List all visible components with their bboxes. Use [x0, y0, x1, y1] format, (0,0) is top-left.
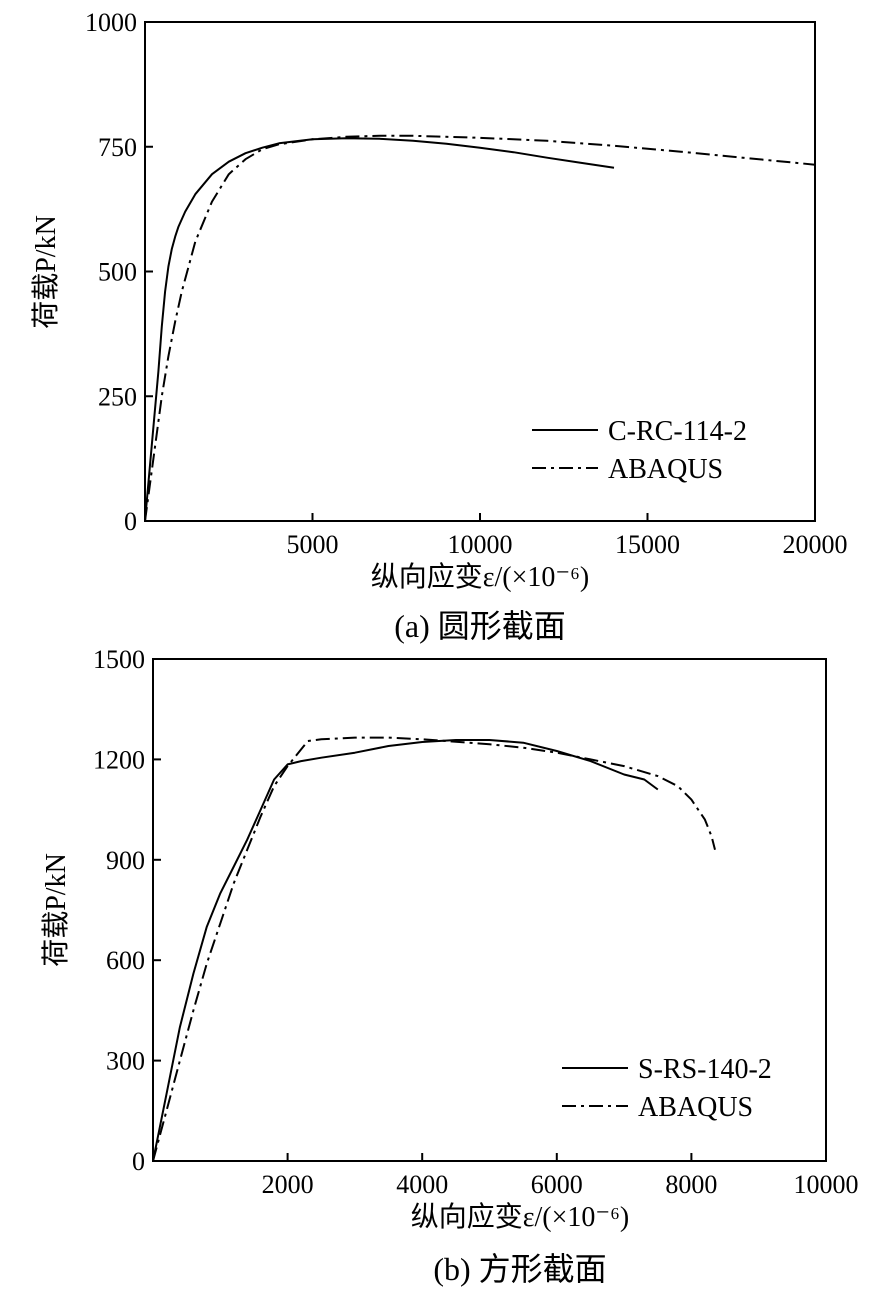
- chart-b-series-abaqus-line: [152, 736, 716, 1162]
- chart-a-legend-label: ABAQUS: [608, 454, 723, 485]
- chart-a-x-axis-title: 纵向应变ε/(×10⁻⁶): [371, 561, 590, 593]
- chart-a-y-tick-label: 500: [98, 258, 137, 287]
- chart-a-x-tick-label: 15000: [615, 530, 680, 559]
- chart-a-ticks: 5000 10000 15000 20000 0 250 500 750 1000: [85, 8, 848, 559]
- chart-a-series-abaqus-line: [144, 134, 816, 522]
- chart-b-y-tick-label: 0: [132, 1147, 145, 1176]
- chart-a-x-tick-label: 20000: [783, 530, 848, 559]
- chart-a-x-tick-label: 10000: [448, 530, 513, 559]
- chart-b-x-tick-label: 6000: [531, 1170, 583, 1199]
- chart-b-legend-label: S-RS-140-2: [638, 1054, 772, 1085]
- chart-b-x-axis-title: 纵向应变ε/(×10⁻⁶): [411, 1201, 630, 1233]
- chart-a-y-tick-label: 250: [98, 382, 137, 411]
- chart-b-series: [152, 736, 716, 1162]
- chart-a-series: [144, 134, 816, 522]
- chart-b-y-axis-title: 荷载P/kN: [40, 853, 72, 967]
- chart-b-y-tick-label: 300: [106, 1047, 145, 1076]
- chart-b-ticks: 2000 4000 6000 8000 10000 0 300 600 900 1200 1500: [93, 645, 859, 1199]
- chart-a-y-tick-label: 1000: [85, 8, 137, 37]
- chart-a-x-tick-label: 5000: [287, 530, 339, 559]
- chart-b-series-experimental-line: [152, 739, 659, 1162]
- chart-a-y-tick-label: 0: [124, 507, 137, 536]
- chart-b-y-tick-label: 1500: [93, 645, 145, 674]
- chart-b-y-tick-label: 1200: [93, 745, 145, 774]
- chart-a-caption: (a) 圆形截面: [394, 608, 566, 644]
- chart-b-caption: (b) 方形截面: [433, 1251, 606, 1287]
- chart-b-y-tick-label: 900: [106, 846, 145, 875]
- chart-a-series-experimental-line: [144, 137, 615, 522]
- chart-a-legend-label: C-RC-114-2: [608, 416, 747, 447]
- chart-b-square-section: 2000 4000 6000 8000 10000030060090012001500 …: [40, 645, 859, 1287]
- chart-a-y-axis-title: 荷载P/kN: [30, 215, 62, 329]
- chart-b-x-tick-label: 4000: [396, 1170, 448, 1199]
- chart-b-legend: S-RS-140-2 ABAQUS: [562, 1054, 772, 1123]
- chart-b-y-tick-label: 600: [106, 946, 145, 975]
- chart-b-x-tick-label: 8000: [665, 1170, 717, 1199]
- chart-a-y-tick-label: 750: [98, 133, 137, 162]
- chart-b-x-tick-label: 10000: [794, 1170, 859, 1199]
- chart-a-legend: C-RC-114-2 ABAQUS: [532, 416, 747, 485]
- chart-b-plot-frame: [152, 658, 827, 1162]
- chart-b-legend-label: ABAQUS: [638, 1092, 753, 1123]
- chart-b-x-tick-label: 2000: [262, 1170, 314, 1199]
- chart-a-circular-section: 5000 10000 15000 20000 0 250 500 750 1000 C-RC-1…: [30, 8, 848, 644]
